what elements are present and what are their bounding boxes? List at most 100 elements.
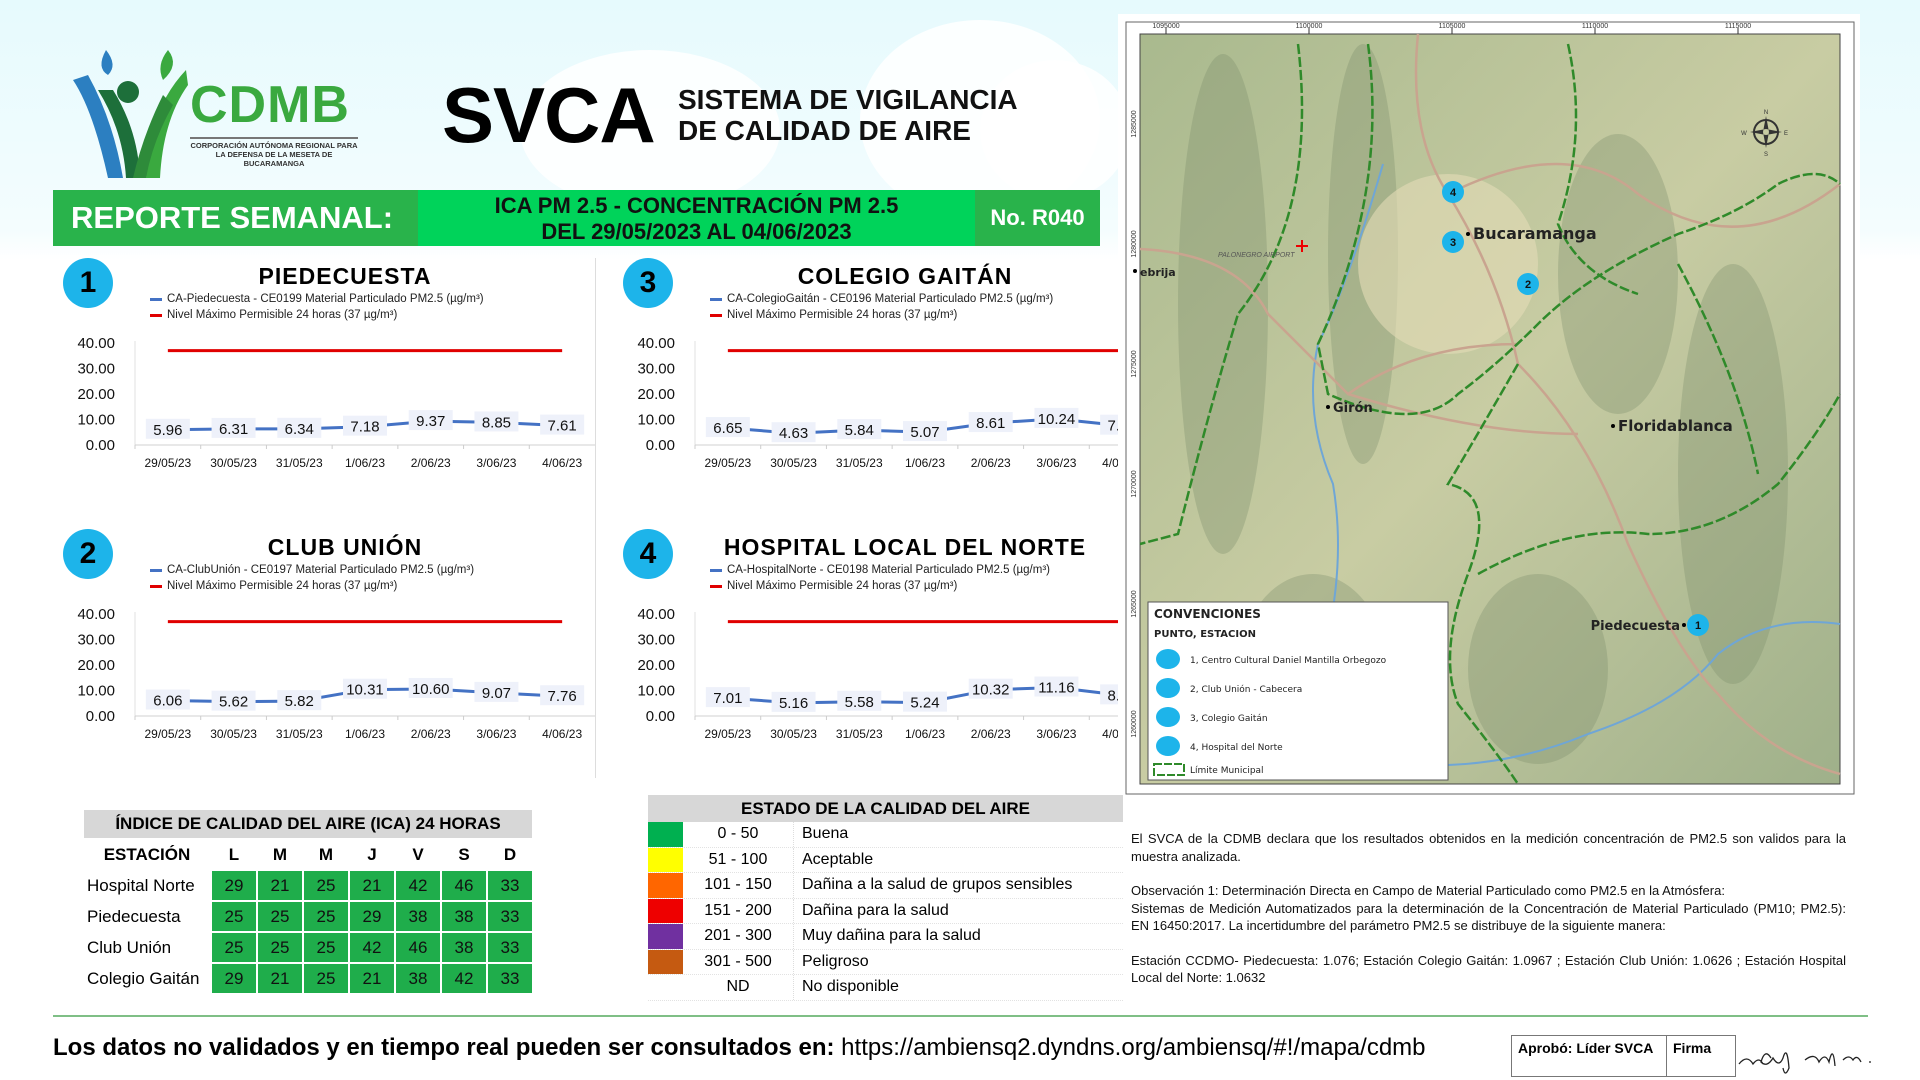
x-tick-label: 2/06/23 bbox=[971, 727, 1011, 741]
y-tick-label: 0.00 bbox=[646, 708, 675, 725]
x-tick-label: 2/06/23 bbox=[411, 456, 451, 470]
approval-box: Aprobó: Líder SVCA Firma bbox=[1511, 1035, 1736, 1077]
logo-wordmark: CDMB bbox=[190, 76, 350, 134]
background-cloud bbox=[520, 50, 780, 210]
ica-value-cell: 25 bbox=[302, 900, 350, 933]
data-label: 7.18 bbox=[350, 419, 379, 436]
ica-value-cell: 21 bbox=[348, 962, 396, 995]
data-label-box bbox=[408, 410, 453, 431]
map-canvas: 1095000 1100000 1105000 1110000 1115000 12850… bbox=[1125, 21, 1855, 795]
air-quality-levels: 0 - 50 Buena 51 - 100 Aceptable 101 - 150 Dañ… bbox=[648, 822, 1123, 1001]
air-quality-legend: ESTADO DE LA CALIDAD DEL AIRE 0 - 50 Buen… bbox=[648, 795, 1123, 1001]
ica-value-cell: 46 bbox=[440, 869, 488, 902]
x-tick-label: 2/06/23 bbox=[971, 456, 1011, 470]
data-label: 8.85 bbox=[482, 414, 511, 431]
ica-column-header: M bbox=[256, 838, 304, 871]
validity-note: El SVCA de la CDMB declara que los resul… bbox=[1131, 831, 1846, 864]
realtime-data-link[interactable]: https://ambiensq2.dyndns.org/ambiensq/#!… bbox=[841, 1034, 1426, 1061]
station-name: Piedecuesta bbox=[82, 900, 212, 933]
air-quality-level: 151 - 200 Dañina para la salud bbox=[648, 898, 1123, 924]
airport-icon bbox=[1296, 240, 1308, 252]
level-label: Peligroso bbox=[793, 949, 869, 974]
legend-series-label: CA-Piedecuesta - CE0199 Material Particu… bbox=[167, 293, 484, 305]
chart-panel-4: 4 HOSPITAL LOCAL DEL NORTE CA-HospitalNo… bbox=[615, 526, 1160, 756]
legend-limit: Nivel Máximo Permisible 24 horas (37 µg/… bbox=[150, 579, 397, 593]
signature-label: Firma bbox=[1673, 1040, 1712, 1056]
compass-icon: N S E W bbox=[1741, 110, 1788, 158]
y-tick-label: 40.00 bbox=[637, 335, 675, 352]
station-marker-number: 4 bbox=[1450, 187, 1457, 199]
y-tick-label: 10.00 bbox=[637, 412, 675, 429]
report-banner: REPORTE SEMANAL: ICA PM 2.5 - CONCENTRAC… bbox=[53, 190, 1100, 246]
y-tick-label: 0.00 bbox=[86, 437, 115, 454]
ica-value-cell: 29 bbox=[210, 962, 258, 995]
ica-column-header: S bbox=[440, 838, 488, 871]
x-tick-label: 2/06/23 bbox=[411, 727, 451, 741]
legend-swatch-blue bbox=[710, 568, 722, 572]
level-range: ND bbox=[726, 978, 750, 996]
terrain-ridge bbox=[1468, 574, 1608, 764]
ica-column-header: M bbox=[302, 838, 350, 871]
data-label-box bbox=[771, 691, 816, 712]
place-label: ebrija bbox=[1140, 266, 1176, 279]
line-chart: 0.00 10.00 20.00 30.00 40.00 29/05/23 30/05/23… bbox=[77, 606, 595, 741]
x-coordinate-label: 1110000 bbox=[1582, 23, 1608, 30]
footer-lead: Los datos no validados y en tiempo real … bbox=[53, 1034, 835, 1061]
map-frame bbox=[1125, 21, 1855, 795]
y-tick-label: 40.00 bbox=[77, 606, 115, 623]
data-label-box bbox=[277, 417, 322, 438]
terrain-ridge bbox=[1678, 264, 1788, 684]
station-marker-number: 3 bbox=[1450, 237, 1456, 249]
y-tick-label: 10.00 bbox=[637, 683, 675, 700]
data-label: 9.37 bbox=[416, 413, 445, 430]
station-legend-label: 2, Club Unión - Cabecera bbox=[1190, 684, 1302, 695]
y-tick-label: 0.00 bbox=[86, 708, 115, 725]
ica-value-cell: 33 bbox=[486, 931, 534, 964]
legend-limit-label: Nivel Máximo Permisible 24 horas (37 µg/… bbox=[167, 309, 398, 321]
ica-column-header: ESTACIÓN bbox=[82, 838, 212, 871]
x-coordinate-label: 1105000 bbox=[1439, 23, 1466, 30]
station-name: Hospital Norte bbox=[82, 869, 212, 902]
ica-table: ÍNDICE DE CALIDAD DEL AIRE (ICA) 24 HORA… bbox=[82, 808, 534, 995]
data-label-box bbox=[968, 412, 1013, 433]
legend-series: CA-ColegioGaitán - CE0196 Material Parti… bbox=[710, 292, 1053, 306]
station-legend-label: 4, Hospital del Norte bbox=[1190, 743, 1283, 753]
ica-value-cell: 21 bbox=[256, 869, 304, 902]
data-label: 5.62 bbox=[219, 694, 248, 711]
data-label-box bbox=[903, 691, 947, 712]
data-label-box bbox=[211, 690, 256, 711]
legend-swatch-red bbox=[710, 584, 722, 588]
ica-column-header: D bbox=[486, 838, 534, 871]
legend-limit: Nivel Máximo Permisible 24 horas (37 µg/… bbox=[150, 308, 397, 322]
chart-title: COLEGIO GAITÁN bbox=[797, 263, 1013, 289]
ica-value-cell: 25 bbox=[302, 931, 350, 964]
data-label: 5.84 bbox=[845, 422, 874, 439]
report-label: REPORTE SEMANAL: bbox=[53, 190, 418, 246]
approved-by: Aprobó: Líder SVCA bbox=[1512, 1036, 1667, 1076]
y-tick-label: 40.00 bbox=[77, 335, 115, 352]
data-label-box bbox=[771, 422, 816, 443]
legend-swatch-red bbox=[150, 313, 162, 317]
line-chart: 0.00 10.00 20.00 30.00 40.00 29/05/23 30/05/23… bbox=[637, 335, 1155, 470]
y-tick-label: 20.00 bbox=[77, 657, 115, 674]
data-label: 6.65 bbox=[713, 420, 742, 437]
x-coordinate-label: 1100000 bbox=[1296, 23, 1323, 30]
x-tick-label: 1/06/23 bbox=[905, 727, 945, 741]
level-range: 201 - 300 bbox=[704, 927, 772, 945]
y-tick-label: 10.00 bbox=[77, 683, 115, 700]
x-tick-label: 31/05/23 bbox=[276, 727, 323, 741]
ica-table-row: Piedecuesta 25 25 25 29 38 38 33 bbox=[82, 900, 534, 933]
system-acronym: SVCA bbox=[442, 71, 656, 159]
line-chart: 0.00 10.00 20.00 30.00 40.00 29/05/23 30/05/23… bbox=[637, 606, 1155, 741]
level-range: 0 - 50 bbox=[717, 825, 759, 843]
signature bbox=[1735, 1038, 1885, 1078]
air-quality-level: 201 - 300 Muy dañina para la salud bbox=[648, 924, 1123, 950]
legend-series: CA-HospitalNorte - CE0198 Material Parti… bbox=[710, 563, 1050, 577]
legend-series-label: CA-ColegioGaitán - CE0196 Material Parti… bbox=[727, 293, 1054, 305]
station-legend-label: 3, Colegio Gaitán bbox=[1190, 714, 1268, 724]
x-coordinate-label: 1095000 bbox=[1152, 23, 1179, 30]
data-label-box bbox=[968, 678, 1013, 699]
legend-swatch-blue bbox=[710, 297, 722, 301]
level-color-swatch bbox=[648, 898, 683, 923]
data-label: 10.24 bbox=[1038, 411, 1076, 428]
